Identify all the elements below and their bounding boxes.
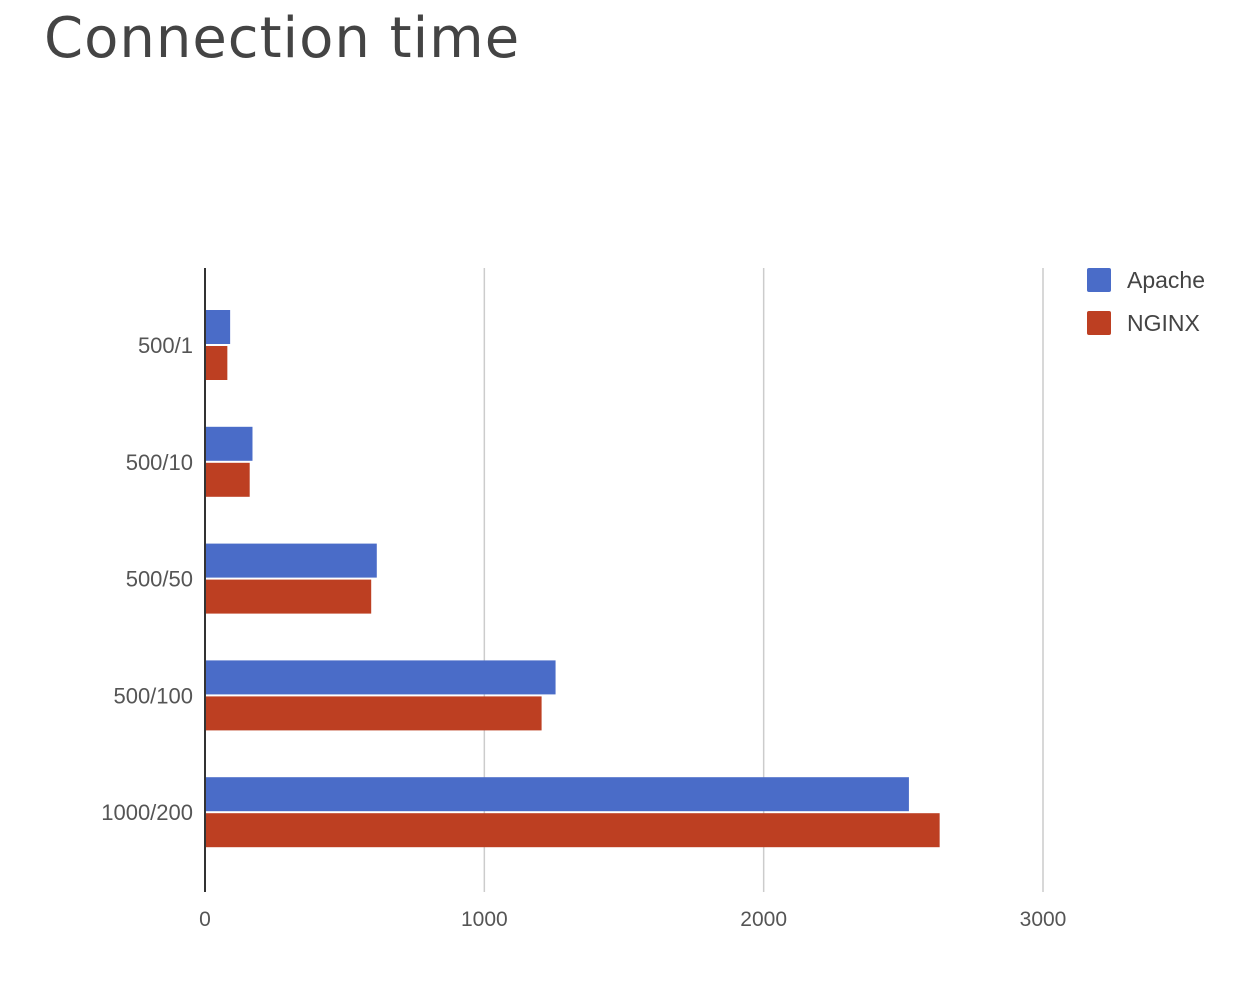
x-tick-label: 3000: [1020, 908, 1067, 931]
legend-label-nginx: NGINX: [1127, 310, 1200, 336]
bar-apache-500-1: [205, 310, 231, 344]
legend-label-apache: Apache: [1127, 267, 1205, 293]
bar-nginx-500-1: [205, 346, 228, 380]
bar-apache-500-10: [205, 426, 253, 461]
y-category-label: 500/50: [126, 567, 193, 592]
bar-nginx-500-50: [205, 579, 372, 614]
x-tick-label: 0: [199, 908, 211, 931]
y-category-label: 1000/200: [101, 800, 193, 825]
legend: Apache NGINX: [1087, 267, 1205, 336]
bar-apache-1000-200: [205, 777, 909, 812]
bar-apache-500-50: [205, 543, 377, 578]
legend-swatch-nginx: [1087, 311, 1111, 335]
x-tick-label: 2000: [740, 908, 787, 931]
y-category-label: 500/1: [138, 333, 193, 358]
axis-labels: 0 1000 2000 3000 500/1 500/10 500/50 500/100 100…: [101, 333, 1066, 931]
bar-nginx-500-100: [205, 696, 542, 731]
bar-apache-500-100: [205, 660, 556, 695]
page-title: Connection time: [44, 6, 521, 71]
bar-nginx-500-10: [205, 462, 250, 497]
legend-swatch-apache: [1087, 268, 1111, 292]
x-tick-label: 1000: [461, 908, 508, 931]
y-category-label: 500/10: [126, 450, 193, 475]
y-category-label: 500/100: [113, 683, 193, 708]
bars: [205, 310, 940, 848]
bar-nginx-1000-200: [205, 813, 940, 848]
